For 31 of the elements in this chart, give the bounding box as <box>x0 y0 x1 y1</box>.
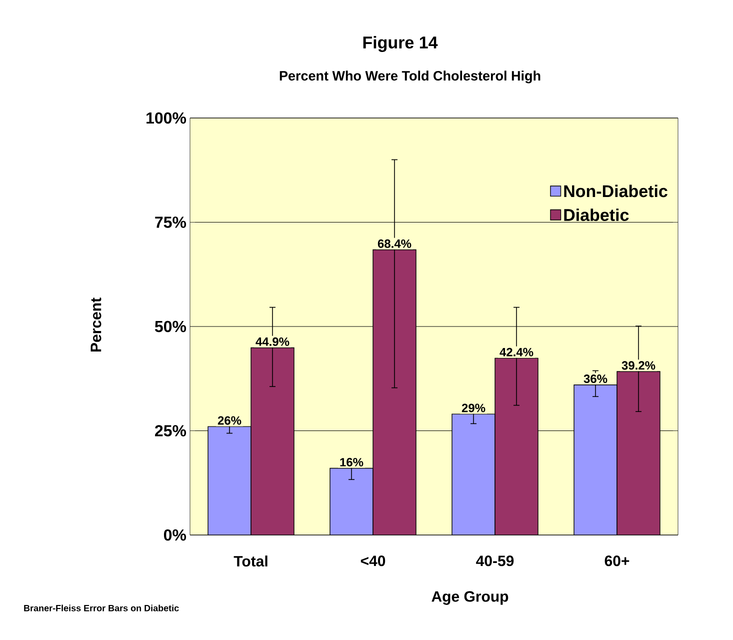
y-tick-label: 75% <box>155 216 186 228</box>
bar <box>373 250 416 535</box>
legend-label: Non-Diabetic <box>564 184 668 198</box>
x-tick-label: 60+ <box>604 556 630 566</box>
y-tick-label: 100% <box>146 112 186 124</box>
data-label: 39.2% <box>622 361 656 370</box>
y-tick-label: 50% <box>154 320 186 332</box>
bar <box>330 468 374 535</box>
x-tick-label: <40 <box>360 556 386 566</box>
chart-title: Figure 14 <box>363 36 438 52</box>
data-label: 44.9% <box>256 337 290 346</box>
data-label: 68.4% <box>378 239 412 248</box>
text: Braner-Fleiss Error Bars on Diabetic <box>24 604 179 612</box>
data-label: 29% <box>462 404 486 412</box>
data-label: 36% <box>584 374 608 384</box>
chart-subtitle: Percent Who Were Told Cholesterol High <box>280 70 540 84</box>
y-tick-label: 25% <box>154 425 186 436</box>
bar <box>574 384 618 535</box>
data-label: 26% <box>218 416 242 425</box>
x-tick-label: 40-59 <box>476 556 514 566</box>
y-axis-title: Percent <box>90 298 102 352</box>
x-tick-label: Total <box>234 556 268 567</box>
bar <box>251 348 294 535</box>
bar <box>452 414 495 535</box>
bar <box>495 358 538 535</box>
x-axis-title: Age Group <box>432 591 508 605</box>
data-label: 42.4% <box>500 348 534 356</box>
y-tick-label: 0% <box>164 529 186 541</box>
data-label: 16% <box>340 458 364 466</box>
legend-label: Diabetic <box>564 208 629 222</box>
bar <box>616 371 660 535</box>
